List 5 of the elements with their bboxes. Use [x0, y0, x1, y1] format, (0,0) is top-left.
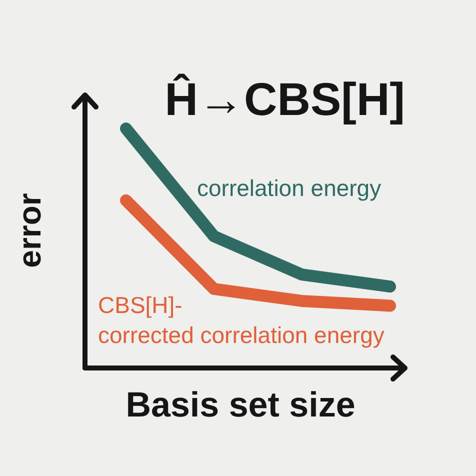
chart-title: Ĥ→CBS[H]	[164, 73, 405, 125]
x-axis-title: Basis set size	[126, 386, 356, 424]
series-label: CBS[H]-corrected correlation energy	[98, 292, 385, 348]
series-label: correlation energy	[197, 175, 382, 201]
y-axis-title: error	[12, 193, 48, 268]
